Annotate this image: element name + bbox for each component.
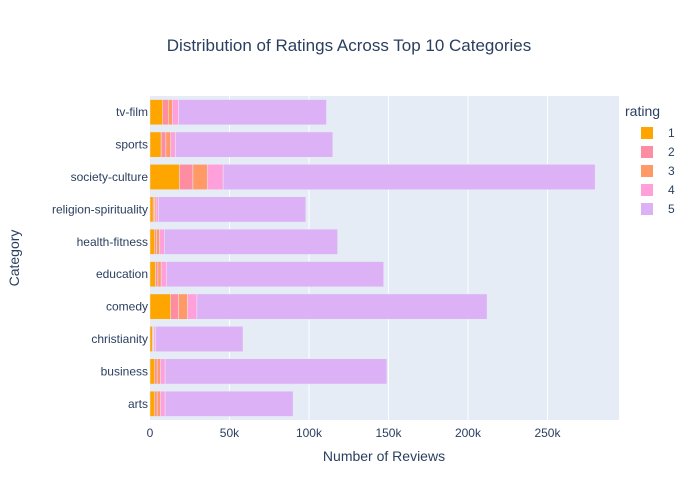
bar-segment-health-fitness-rating-3 bbox=[156, 228, 160, 255]
y-tick-label: business bbox=[101, 364, 148, 378]
legend-label-5[interactable]: 5 bbox=[668, 202, 675, 216]
bar-segment-education-rating-5 bbox=[166, 261, 384, 288]
x-tick-labels: 0 50k 100k 150k 200k 250k bbox=[147, 426, 562, 440]
bar-segment-arts-rating-5 bbox=[164, 390, 294, 417]
bar-segment-education-rating-2 bbox=[155, 261, 159, 288]
bar-segment-comedy-rating-5 bbox=[196, 293, 488, 320]
bar-segment-sports-rating-4 bbox=[170, 131, 176, 158]
bar-segment-health-fitness-rating-1 bbox=[149, 228, 156, 255]
y-tick-label: sports bbox=[115, 138, 148, 152]
legend-title: rating bbox=[625, 103, 660, 119]
bar-segment-business-rating-3 bbox=[156, 358, 161, 385]
legend-label-2[interactable]: 2 bbox=[668, 145, 675, 159]
bar-segment-education-rating-1 bbox=[149, 261, 156, 288]
legend-swatch-5[interactable] bbox=[641, 203, 653, 215]
y-tick-label: religion-spirituality bbox=[52, 202, 148, 216]
bar-segment-health-fitness-rating-5 bbox=[164, 228, 338, 255]
bar-segment-religion-spirituality-rating-4 bbox=[155, 196, 159, 223]
x-tick-label: 250k bbox=[534, 426, 561, 440]
y-tick-label: health-fitness bbox=[77, 235, 148, 249]
bar-segment-society-culture-rating-4 bbox=[206, 164, 224, 190]
bar-segment-business-rating-4 bbox=[160, 358, 166, 385]
bar-segment-business-rating-5 bbox=[164, 358, 388, 385]
legend-label-4[interactable]: 4 bbox=[668, 183, 675, 197]
bar-segment-education-rating-3 bbox=[157, 261, 162, 288]
legend-swatch-4[interactable] bbox=[641, 184, 653, 196]
bar-segment-sports-rating-2 bbox=[160, 131, 167, 158]
bar-segment-arts-rating-1 bbox=[149, 390, 156, 417]
legend-swatch-3[interactable] bbox=[641, 165, 653, 177]
y-tick-label: comedy bbox=[106, 300, 148, 314]
bar-segment-sports-rating-5 bbox=[175, 131, 334, 158]
chart-title: Distribution of Ratings Across Top 10 Ca… bbox=[167, 36, 531, 55]
y-axis-title: Category bbox=[6, 230, 22, 287]
bars bbox=[149, 99, 596, 417]
bar-segment-society-culture-rating-3 bbox=[192, 164, 208, 190]
bar-segment-christianity-rating-5 bbox=[155, 326, 244, 352]
bar-segment-society-culture-rating-2 bbox=[179, 164, 194, 190]
bar-segment-tv-film-rating-4 bbox=[172, 99, 179, 126]
y-tick-label: society-culture bbox=[71, 170, 149, 184]
bar-segment-business-rating-1 bbox=[149, 358, 156, 385]
legend: rating 1 2 3 4 5 bbox=[625, 103, 675, 216]
bar-segment-sports-rating-3 bbox=[165, 131, 171, 158]
bar-segment-business-rating-2 bbox=[154, 358, 158, 385]
legend-label-1[interactable]: 1 bbox=[668, 126, 675, 140]
y-tick-label: christianity bbox=[91, 332, 148, 346]
y-tick-labels: arts business christianity comedy education h… bbox=[52, 105, 148, 411]
y-tick-label: education bbox=[96, 267, 148, 281]
legend-swatch-2[interactable] bbox=[641, 146, 653, 158]
bar-segment-tv-film-rating-3 bbox=[168, 99, 173, 126]
bar-segment-tv-film-rating-1 bbox=[149, 99, 163, 126]
x-tick-label: 100k bbox=[296, 426, 323, 440]
bar-segment-arts-rating-4 bbox=[160, 390, 166, 417]
bar-segment-comedy-rating-1 bbox=[149, 293, 171, 320]
y-tick-label: tv-film bbox=[116, 105, 148, 119]
x-tick-label: 0 bbox=[147, 426, 154, 440]
bar-segment-society-culture-rating-1 bbox=[149, 164, 180, 190]
bar-segment-comedy-rating-3 bbox=[178, 293, 188, 320]
y-tick-label: arts bbox=[128, 397, 148, 411]
bar-segment-arts-rating-2 bbox=[154, 390, 158, 417]
bar-segment-arts-rating-3 bbox=[156, 390, 161, 417]
x-tick-label: 200k bbox=[455, 426, 482, 440]
bar-segment-religion-spirituality-rating-5 bbox=[158, 196, 307, 223]
x-axis-title: Number of Reviews bbox=[323, 448, 445, 464]
bar-segment-health-fitness-rating-4 bbox=[159, 228, 165, 255]
bar-segment-education-rating-4 bbox=[160, 261, 167, 288]
bar-segment-sports-rating-1 bbox=[149, 131, 162, 158]
bar-segment-religion-spirituality-rating-1 bbox=[149, 196, 154, 223]
bar-segment-comedy-rating-4 bbox=[187, 293, 198, 320]
bar-segment-comedy-rating-2 bbox=[170, 293, 179, 320]
legend-label-3[interactable]: 3 bbox=[668, 164, 675, 178]
x-tick-label: 50k bbox=[220, 426, 240, 440]
bar-segment-tv-film-rating-5 bbox=[178, 99, 327, 126]
legend-swatch-1[interactable] bbox=[641, 127, 653, 139]
bar-segment-christianity-rating-1 bbox=[149, 326, 153, 352]
x-tick-label: 150k bbox=[375, 426, 402, 440]
bar-segment-tv-film-rating-2 bbox=[162, 99, 169, 126]
bar-segment-health-fitness-rating-2 bbox=[154, 228, 157, 255]
bar-segment-society-culture-rating-5 bbox=[222, 164, 596, 190]
